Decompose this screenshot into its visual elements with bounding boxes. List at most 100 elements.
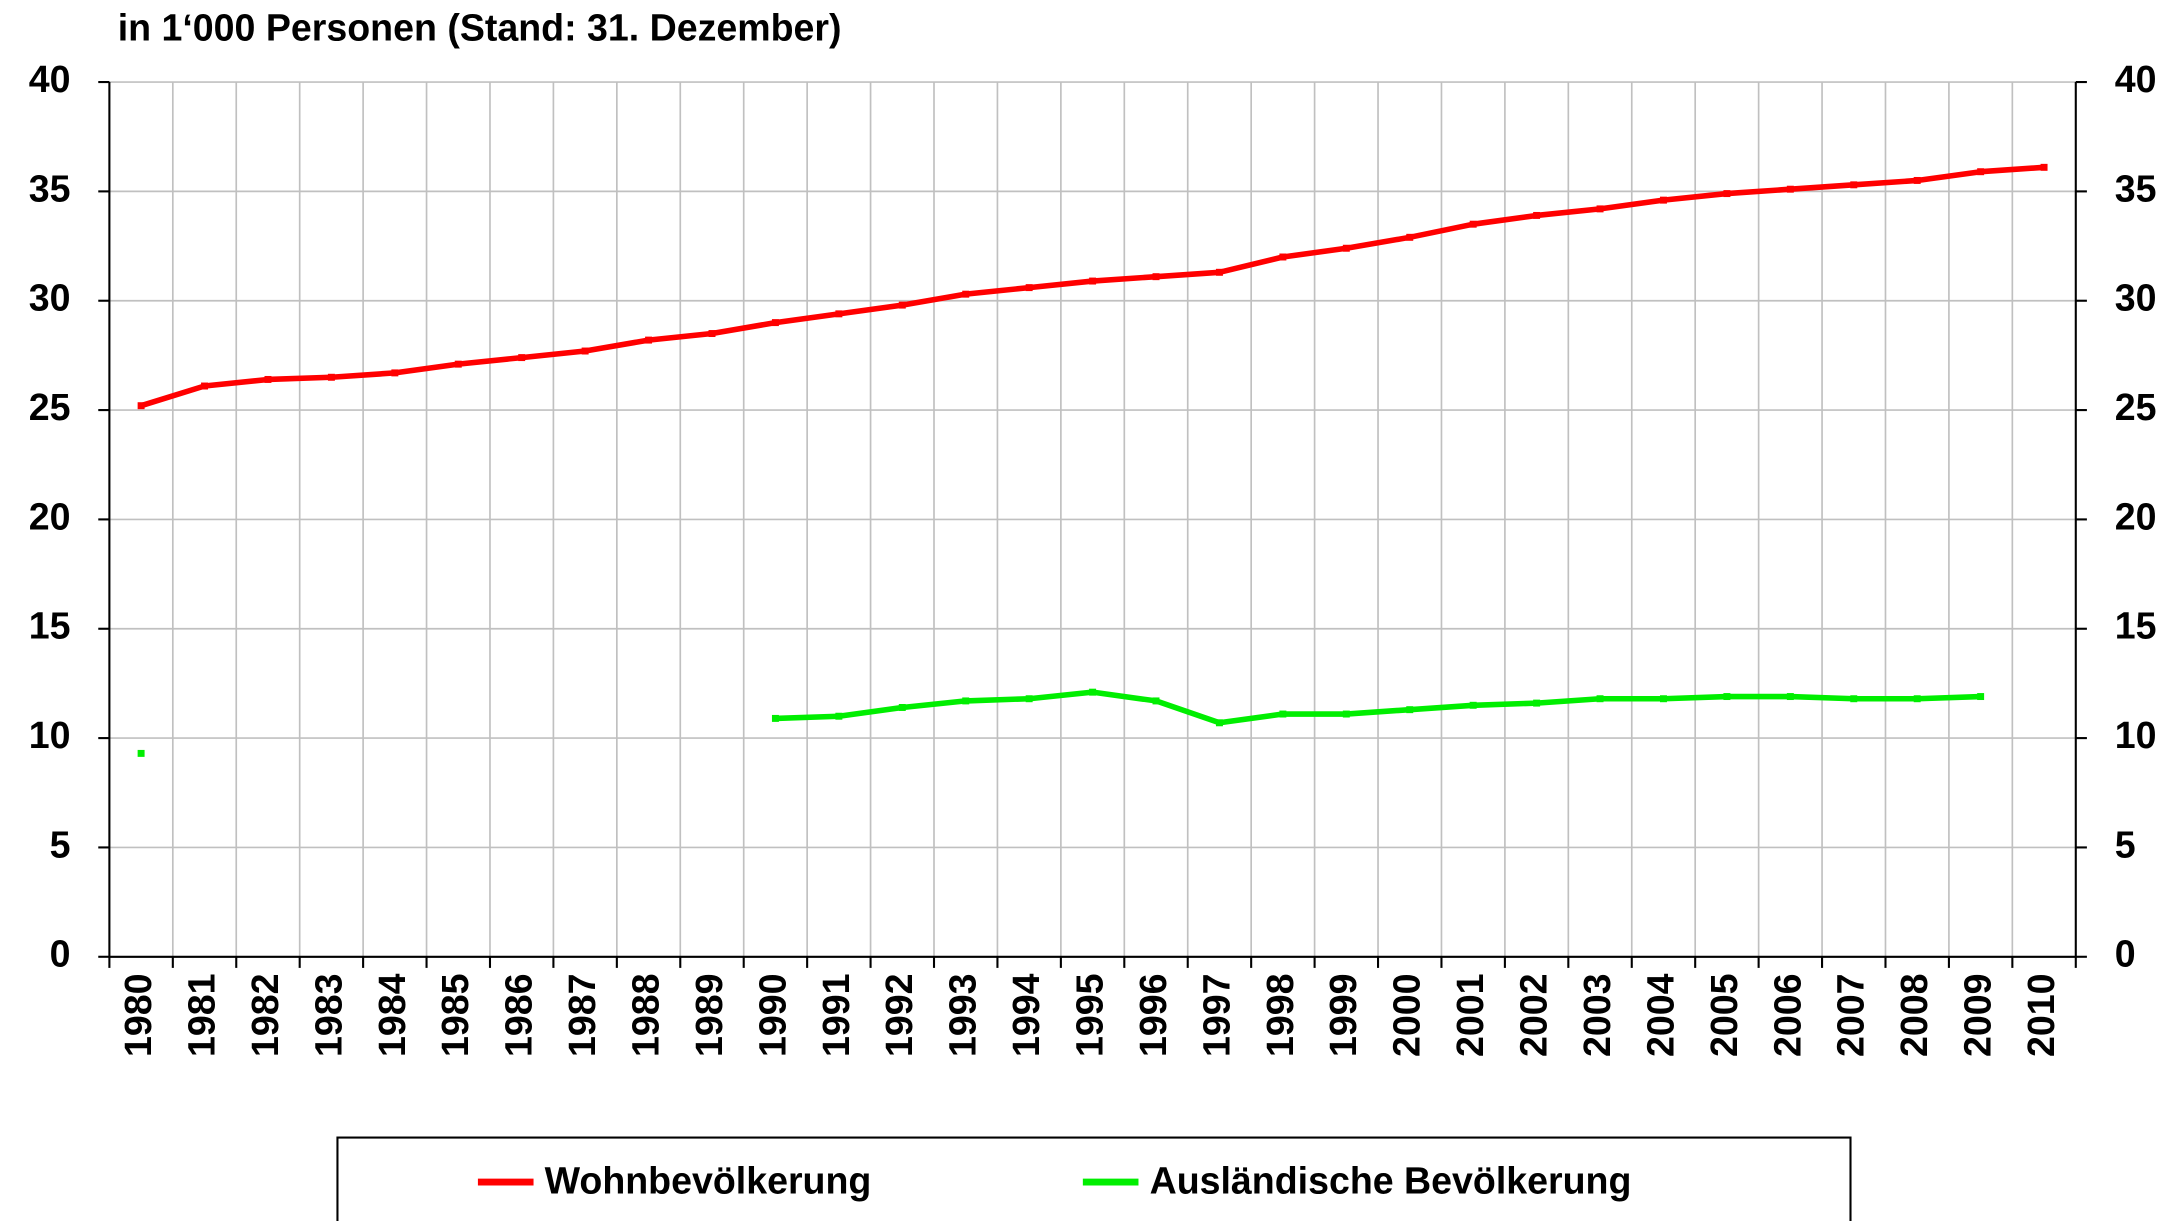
series-marker bbox=[1406, 233, 1414, 241]
series-marker bbox=[1215, 719, 1223, 727]
series-marker bbox=[771, 319, 779, 327]
y2-tick-label: 20 bbox=[2115, 495, 2157, 537]
series-marker bbox=[645, 336, 653, 344]
y-tick-label: 25 bbox=[29, 386, 71, 428]
series-marker bbox=[327, 373, 335, 381]
series-marker bbox=[962, 697, 970, 705]
series-marker bbox=[518, 354, 526, 362]
y2-tick-label: 30 bbox=[2115, 277, 2157, 319]
series-marker bbox=[1025, 284, 1033, 292]
x-tick-label: 1993 bbox=[942, 973, 984, 1057]
chart-title: in 1‘000 Personen (Stand: 31. Dezember) bbox=[118, 7, 842, 49]
y-tick-label: 40 bbox=[29, 58, 71, 100]
series-marker bbox=[1342, 710, 1350, 718]
x-tick-label: 2001 bbox=[1449, 973, 1491, 1057]
series-marker bbox=[835, 310, 843, 318]
x-tick-label: 1985 bbox=[434, 973, 476, 1057]
x-tick-label: 1999 bbox=[1322, 973, 1364, 1057]
series-marker bbox=[1469, 220, 1477, 228]
series-marker bbox=[1279, 710, 1287, 718]
x-tick-label: 2002 bbox=[1513, 973, 1555, 1057]
x-tick-label: 1989 bbox=[688, 973, 730, 1057]
series-marker bbox=[1089, 277, 1097, 285]
x-tick-label: 2010 bbox=[2020, 973, 2062, 1057]
y2-tick-label: 40 bbox=[2115, 58, 2157, 100]
y-tick-label: 20 bbox=[29, 495, 71, 537]
series-marker bbox=[1659, 196, 1667, 204]
series-marker bbox=[1596, 205, 1604, 213]
series-marker bbox=[898, 704, 906, 711]
y-tick-label: 10 bbox=[29, 714, 71, 756]
series-line bbox=[775, 689, 1981, 726]
series-marker bbox=[1850, 181, 1858, 189]
series-marker bbox=[581, 347, 589, 355]
series-marker bbox=[771, 714, 779, 722]
x-tick-label: 1997 bbox=[1195, 973, 1237, 1057]
y2-tick-label: 0 bbox=[2115, 933, 2136, 975]
series-marker bbox=[1469, 701, 1477, 709]
series-marker bbox=[264, 375, 272, 383]
y-tick-label: 15 bbox=[29, 605, 71, 647]
series-marker bbox=[391, 369, 399, 377]
series-marker bbox=[1152, 697, 1160, 705]
series-marker bbox=[137, 402, 145, 410]
y2-tick-label: 5 bbox=[2115, 823, 2136, 865]
series-marker bbox=[1659, 695, 1667, 703]
series-marker bbox=[2040, 163, 2048, 171]
series-marker bbox=[708, 330, 716, 338]
x-tick-label: 1990 bbox=[751, 973, 793, 1057]
x-tick-label: 1995 bbox=[1069, 973, 1111, 1057]
x-tick-label: 1996 bbox=[1132, 973, 1174, 1057]
x-tick-label: 1984 bbox=[371, 973, 413, 1057]
series-marker bbox=[137, 749, 145, 757]
y2-tick-label: 25 bbox=[2115, 386, 2157, 428]
x-tick-label: 1992 bbox=[878, 973, 920, 1057]
x-tick-label: 2008 bbox=[1893, 973, 1935, 1057]
x-tick-label: 1981 bbox=[180, 973, 222, 1057]
series-marker bbox=[962, 290, 970, 298]
y2-tick-label: 35 bbox=[2115, 167, 2157, 209]
x-tick-label: 1988 bbox=[624, 973, 666, 1057]
series-marker bbox=[1913, 176, 1921, 184]
series-marker bbox=[1533, 699, 1541, 707]
x-tick-label: 1991 bbox=[815, 973, 857, 1057]
series-marker bbox=[1786, 693, 1794, 701]
series-marker bbox=[1089, 688, 1097, 696]
x-tick-label: 2006 bbox=[1766, 973, 1808, 1057]
y2-tick-label: 10 bbox=[2115, 714, 2157, 756]
series-marker bbox=[1977, 168, 1985, 176]
series-marker bbox=[1533, 211, 1541, 219]
legend-label: Ausländische Bevölkerung bbox=[1150, 1159, 1632, 1201]
x-tick-label: 2007 bbox=[1830, 973, 1872, 1057]
series-marker bbox=[1596, 695, 1604, 703]
series-marker bbox=[835, 712, 843, 720]
y-tick-label: 35 bbox=[29, 167, 71, 209]
x-tick-label: 2000 bbox=[1386, 973, 1428, 1057]
series-marker bbox=[1342, 244, 1350, 252]
x-tick-label: 1980 bbox=[117, 973, 159, 1057]
series-marker bbox=[1977, 693, 1985, 701]
series-marker bbox=[1152, 273, 1160, 281]
x-tick-label: 2003 bbox=[1576, 973, 1618, 1057]
series-marker bbox=[1913, 695, 1921, 703]
x-tick-label: 2009 bbox=[1957, 973, 1999, 1057]
series-marker bbox=[1850, 695, 1858, 703]
x-tick-label: 1982 bbox=[244, 973, 286, 1057]
series-marker bbox=[1723, 693, 1731, 701]
x-tick-label: 1998 bbox=[1259, 973, 1301, 1057]
y-tick-label: 30 bbox=[29, 277, 71, 319]
x-tick-label: 1986 bbox=[498, 973, 540, 1057]
series-marker bbox=[201, 382, 209, 390]
series-marker bbox=[1786, 185, 1794, 193]
x-tick-label: 1987 bbox=[561, 973, 603, 1057]
x-tick-label: 1983 bbox=[307, 973, 349, 1057]
series-marker bbox=[1723, 190, 1731, 198]
series-marker bbox=[454, 360, 462, 368]
legend-label: Wohnbevölkerung bbox=[545, 1159, 872, 1201]
series-marker bbox=[1279, 253, 1287, 261]
series-marker bbox=[898, 301, 906, 309]
x-tick-label: 2004 bbox=[1639, 973, 1681, 1057]
y-tick-label: 0 bbox=[50, 933, 71, 975]
x-tick-label: 1994 bbox=[1005, 973, 1047, 1057]
